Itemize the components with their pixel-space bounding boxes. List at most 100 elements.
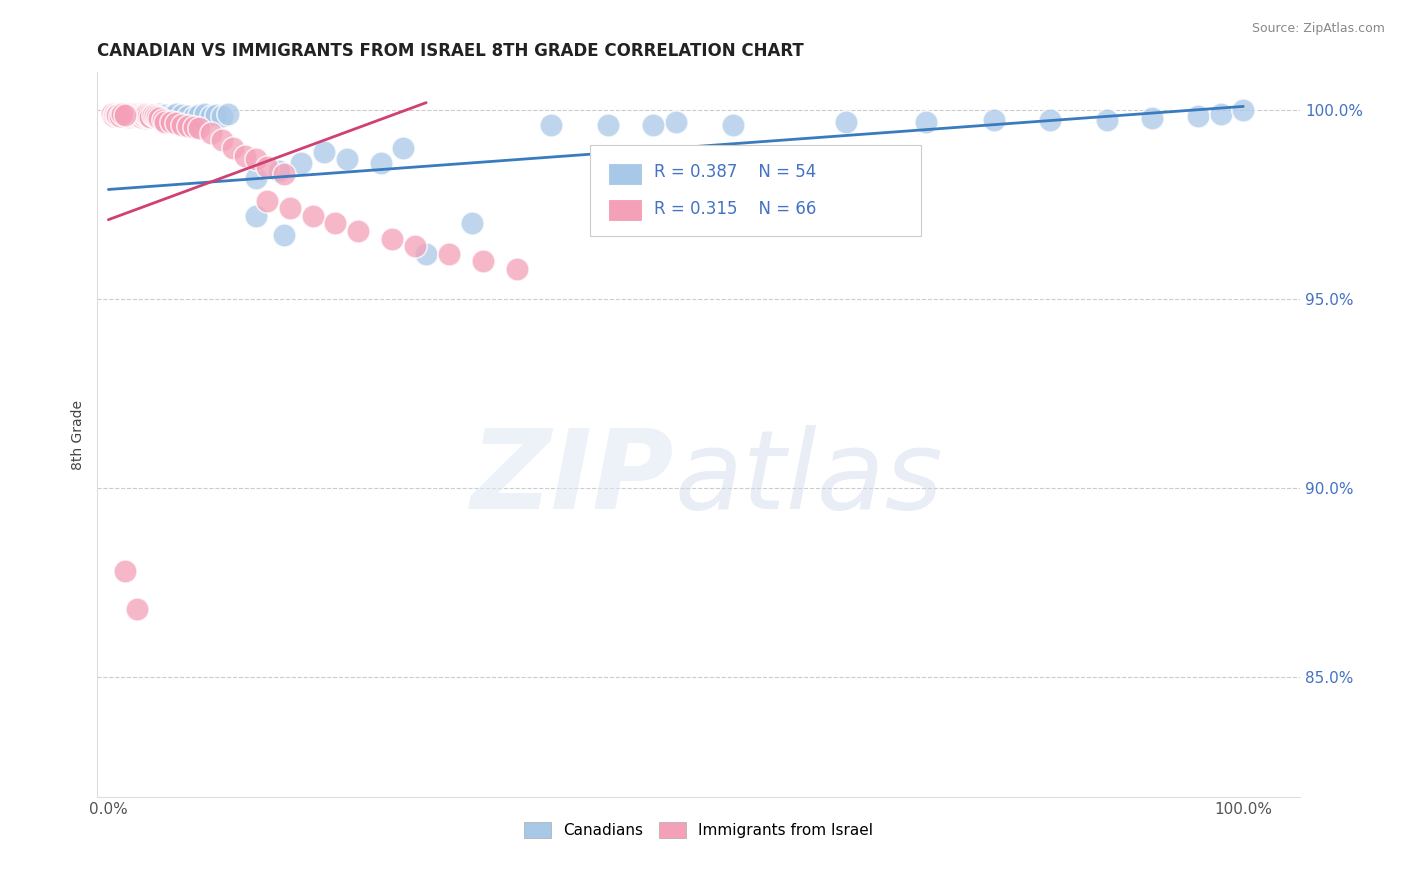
Point xyxy=(1232,103,1254,118)
Point xyxy=(256,194,278,208)
Text: CANADIAN VS IMMIGRANTS FROM ISRAEL 8TH GRADE CORRELATION CHART: CANADIAN VS IMMIGRANTS FROM ISRAEL 8TH G… xyxy=(97,42,804,60)
Point xyxy=(1142,111,1164,125)
Point xyxy=(135,108,157,122)
Point xyxy=(118,109,141,123)
Point xyxy=(103,107,125,121)
Point xyxy=(312,145,335,159)
Point xyxy=(183,110,205,124)
Point xyxy=(111,106,134,120)
Point xyxy=(392,141,415,155)
Point xyxy=(124,107,146,121)
Point xyxy=(152,109,174,123)
Point xyxy=(233,148,256,162)
Point xyxy=(111,107,134,121)
Point xyxy=(146,110,169,124)
Point xyxy=(152,112,174,127)
Point xyxy=(835,114,858,128)
Point xyxy=(145,108,167,122)
Point xyxy=(124,108,146,122)
Point xyxy=(108,108,131,122)
Point xyxy=(104,107,127,121)
Point xyxy=(110,108,132,122)
Point xyxy=(596,118,619,132)
Point xyxy=(166,107,188,121)
Point xyxy=(325,217,347,231)
Point xyxy=(132,109,155,123)
Point xyxy=(120,107,142,121)
Point xyxy=(172,108,194,122)
Point xyxy=(142,110,165,124)
Bar xyxy=(609,163,643,185)
Point xyxy=(245,171,267,186)
Point xyxy=(107,108,129,122)
Point xyxy=(125,108,148,122)
Point xyxy=(347,224,370,238)
Point xyxy=(256,160,278,174)
Point xyxy=(107,109,129,123)
Point xyxy=(273,227,295,242)
Point xyxy=(114,108,136,122)
Point xyxy=(211,109,233,123)
Point xyxy=(114,108,136,122)
Point xyxy=(148,107,170,121)
Point xyxy=(129,107,152,121)
Point xyxy=(114,109,136,123)
Point xyxy=(108,107,131,121)
Point xyxy=(128,108,150,122)
Point xyxy=(914,114,936,128)
Point xyxy=(172,118,194,132)
Point xyxy=(111,109,134,123)
Point xyxy=(125,109,148,123)
Point xyxy=(166,116,188,130)
Point xyxy=(278,202,301,216)
Point xyxy=(115,107,138,121)
Point xyxy=(245,209,267,223)
Point xyxy=(143,109,166,123)
Text: ZIP: ZIP xyxy=(471,425,675,532)
Point xyxy=(120,107,142,121)
Point xyxy=(200,126,222,140)
Point xyxy=(217,107,239,121)
FancyBboxPatch shape xyxy=(591,145,921,235)
Point xyxy=(125,601,148,615)
Point xyxy=(301,209,323,223)
Point xyxy=(205,108,228,122)
Point xyxy=(141,109,163,123)
Point xyxy=(159,115,181,129)
Point xyxy=(134,107,156,121)
Point xyxy=(134,111,156,125)
Point xyxy=(983,112,1005,127)
Point xyxy=(103,109,125,123)
Point xyxy=(273,167,295,181)
Point xyxy=(194,107,217,121)
Point xyxy=(1209,107,1232,121)
Point xyxy=(437,246,460,260)
Point xyxy=(101,107,124,121)
Point xyxy=(471,254,494,268)
Point xyxy=(404,239,426,253)
Legend: Canadians, Immigrants from Israel: Canadians, Immigrants from Israel xyxy=(517,816,880,844)
Y-axis label: 8th Grade: 8th Grade xyxy=(72,400,86,470)
Text: Source: ZipAtlas.com: Source: ZipAtlas.com xyxy=(1251,22,1385,36)
Point xyxy=(460,217,482,231)
Point xyxy=(540,118,562,132)
Point xyxy=(142,108,165,122)
Point xyxy=(370,156,392,170)
Point xyxy=(107,109,129,123)
Point xyxy=(222,141,245,155)
Point xyxy=(1039,112,1062,127)
Point xyxy=(188,108,211,122)
Point xyxy=(211,133,233,147)
Point xyxy=(1095,112,1118,127)
Point xyxy=(131,110,153,124)
Point xyxy=(148,111,170,125)
Point xyxy=(415,246,437,260)
Point xyxy=(131,108,153,122)
Point xyxy=(153,114,176,128)
Point xyxy=(139,110,162,124)
Point xyxy=(721,118,744,132)
Point xyxy=(112,108,135,122)
Point xyxy=(643,118,665,132)
Text: atlas: atlas xyxy=(675,425,943,532)
Point xyxy=(127,107,149,121)
